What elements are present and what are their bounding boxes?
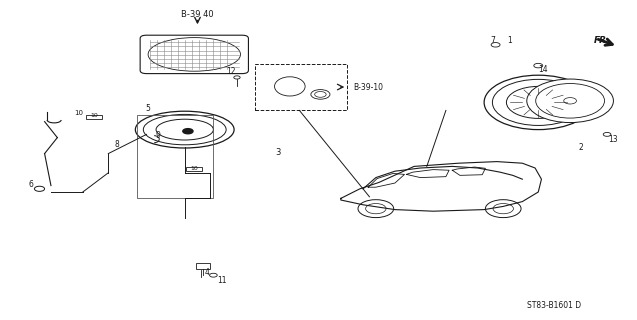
- Text: 2: 2: [578, 143, 583, 152]
- Circle shape: [366, 204, 386, 214]
- Text: ST83-B1601 D: ST83-B1601 D: [527, 301, 581, 310]
- Circle shape: [564, 98, 576, 104]
- Text: 5: 5: [145, 104, 150, 113]
- Circle shape: [536, 84, 605, 118]
- Bar: [196, 263, 210, 269]
- Ellipse shape: [311, 90, 330, 99]
- Text: 8: 8: [114, 140, 119, 149]
- Text: 1: 1: [507, 36, 512, 44]
- Circle shape: [358, 200, 394, 218]
- Text: 10: 10: [74, 110, 83, 116]
- Circle shape: [34, 186, 45, 191]
- Circle shape: [234, 76, 240, 79]
- Text: 10: 10: [90, 113, 98, 118]
- Circle shape: [492, 79, 584, 125]
- Ellipse shape: [275, 77, 305, 96]
- Bar: [186, 167, 202, 171]
- Text: B-39 40: B-39 40: [181, 10, 214, 19]
- Ellipse shape: [143, 115, 226, 145]
- Ellipse shape: [135, 111, 234, 148]
- Text: 10: 10: [190, 166, 198, 172]
- Text: 11: 11: [217, 276, 226, 285]
- Bar: [255, 64, 347, 110]
- Circle shape: [506, 86, 570, 118]
- Text: 4: 4: [204, 268, 210, 277]
- Text: 12: 12: [227, 67, 236, 76]
- Circle shape: [484, 75, 592, 130]
- Ellipse shape: [315, 92, 326, 97]
- Text: 13: 13: [608, 135, 618, 144]
- Circle shape: [534, 63, 543, 68]
- Circle shape: [491, 43, 500, 47]
- Text: 6: 6: [28, 180, 33, 188]
- Bar: [86, 115, 102, 119]
- Text: 9: 9: [155, 131, 161, 140]
- Circle shape: [210, 273, 217, 277]
- Text: 7: 7: [490, 36, 495, 44]
- Text: 3: 3: [275, 148, 280, 156]
- Circle shape: [603, 132, 611, 136]
- Circle shape: [183, 129, 193, 134]
- Text: FR.: FR.: [594, 36, 610, 44]
- Circle shape: [527, 79, 613, 123]
- Circle shape: [493, 204, 513, 214]
- Text: 14: 14: [538, 65, 548, 74]
- Bar: [137, 115, 213, 198]
- Ellipse shape: [156, 119, 213, 140]
- Circle shape: [485, 200, 521, 218]
- Text: B-39-10: B-39-10: [354, 83, 383, 92]
